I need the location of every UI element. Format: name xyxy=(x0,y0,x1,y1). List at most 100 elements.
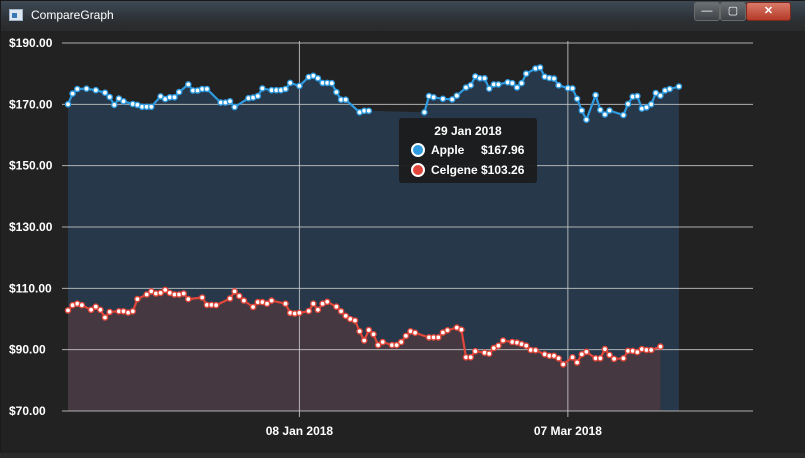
data-point[interactable] xyxy=(481,75,488,82)
data-point[interactable] xyxy=(74,85,81,93)
data-point[interactable] xyxy=(555,354,562,362)
data-point[interactable] xyxy=(101,314,109,321)
data-point[interactable] xyxy=(411,329,419,337)
data-point[interactable] xyxy=(620,111,627,119)
data-point[interactable] xyxy=(601,111,609,118)
data-point[interactable] xyxy=(106,93,113,101)
compare-chart[interactable]: $190.00 $170.00 $150.00 $130.00 $110.00 $90.0… xyxy=(1,31,805,453)
data-point[interactable] xyxy=(171,94,178,101)
data-point[interactable] xyxy=(471,347,479,355)
data-point[interactable] xyxy=(610,355,618,363)
data-point[interactable] xyxy=(499,337,507,344)
data-point[interactable] xyxy=(120,98,127,105)
data-point[interactable] xyxy=(286,79,294,87)
data-point[interactable] xyxy=(333,303,340,311)
data-point[interactable] xyxy=(157,289,164,297)
data-point[interactable] xyxy=(495,342,502,350)
data-point[interactable] xyxy=(175,88,183,96)
data-point[interactable] xyxy=(592,91,599,99)
chart-area[interactable]: $190.00 $170.00 $150.00 $130.00 $110.00 $90.0… xyxy=(1,31,805,453)
data-point[interactable] xyxy=(226,98,234,105)
data-point[interactable] xyxy=(305,307,313,315)
data-point[interactable] xyxy=(328,79,336,87)
data-point[interactable] xyxy=(597,106,604,114)
data-point[interactable] xyxy=(620,354,627,362)
data-point[interactable] xyxy=(296,309,303,317)
data-point[interactable] xyxy=(485,350,493,358)
data-point[interactable] xyxy=(624,100,632,108)
data-point[interactable] xyxy=(231,103,238,111)
minimize-button[interactable]: — xyxy=(694,2,720,21)
title-bar[interactable]: CompareGraph — ▢ ✕ xyxy=(1,1,805,31)
data-point[interactable] xyxy=(421,109,428,116)
data-point[interactable] xyxy=(397,338,405,346)
data-point[interactable] xyxy=(356,327,363,335)
data-point[interactable] xyxy=(495,81,502,88)
data-point[interactable] xyxy=(365,326,373,334)
data-point[interactable] xyxy=(666,85,674,93)
data-point[interactable] xyxy=(337,307,345,315)
data-point[interactable] xyxy=(309,300,317,308)
data-point[interactable] xyxy=(97,306,104,314)
data-point[interactable] xyxy=(87,306,95,314)
data-point[interactable] xyxy=(643,104,650,111)
data-point[interactable] xyxy=(111,101,118,109)
data-point[interactable] xyxy=(522,342,530,350)
data-point[interactable] xyxy=(249,303,257,311)
data-point[interactable] xyxy=(513,84,521,91)
data-point[interactable] xyxy=(129,307,137,315)
data-point[interactable] xyxy=(573,95,581,103)
data-point[interactable] xyxy=(652,89,660,97)
data-point[interactable] xyxy=(101,89,109,97)
data-point[interactable] xyxy=(601,345,609,353)
data-point[interactable] xyxy=(78,301,86,309)
data-point[interactable] xyxy=(444,326,451,334)
data-point[interactable] xyxy=(583,116,590,123)
data-point[interactable] xyxy=(92,303,100,311)
data-point[interactable] xyxy=(314,75,322,82)
data-point[interactable] xyxy=(532,346,539,354)
data-point[interactable] xyxy=(134,295,141,303)
data-point[interactable] xyxy=(259,85,266,92)
data-point[interactable] xyxy=(351,317,359,324)
data-point[interactable] xyxy=(467,82,475,89)
data-point[interactable] xyxy=(282,300,289,308)
data-point[interactable] xyxy=(365,107,373,115)
data-point[interactable] xyxy=(64,307,72,314)
data-point[interactable] xyxy=(226,295,234,302)
data-point[interactable] xyxy=(467,353,475,361)
data-point[interactable] xyxy=(634,348,641,356)
data-point[interactable] xyxy=(231,288,238,295)
data-point[interactable] xyxy=(161,286,169,294)
data-point[interactable] xyxy=(198,294,206,301)
data-point[interactable] xyxy=(379,338,387,346)
data-point[interactable] xyxy=(634,92,641,100)
data-point[interactable] xyxy=(115,95,123,102)
data-point[interactable] xyxy=(458,326,465,334)
data-point[interactable] xyxy=(606,107,613,114)
data-point[interactable] xyxy=(203,85,211,93)
data-point[interactable] xyxy=(578,107,586,114)
data-point[interactable] xyxy=(83,85,90,93)
data-point[interactable] xyxy=(212,301,220,309)
data-point[interactable] xyxy=(296,82,303,90)
data-point[interactable] xyxy=(522,70,530,78)
close-button[interactable]: ✕ xyxy=(746,2,791,21)
data-point[interactable] xyxy=(240,297,248,304)
data-point[interactable] xyxy=(314,306,322,314)
data-point[interactable] xyxy=(430,94,437,101)
data-point[interactable] xyxy=(606,351,613,359)
data-point[interactable] xyxy=(583,348,590,356)
data-point[interactable] xyxy=(143,291,150,298)
data-point[interactable] xyxy=(675,83,683,90)
data-point[interactable] xyxy=(184,295,192,303)
data-point[interactable] xyxy=(508,79,516,87)
data-point[interactable] xyxy=(434,334,442,341)
data-point[interactable] xyxy=(569,85,576,92)
data-point[interactable] xyxy=(342,312,350,320)
data-point[interactable] xyxy=(235,292,243,300)
data-point[interactable] xyxy=(536,64,544,71)
data-point[interactable] xyxy=(453,92,461,99)
maximize-button[interactable]: ▢ xyxy=(720,2,746,21)
data-point[interactable] xyxy=(254,92,262,100)
